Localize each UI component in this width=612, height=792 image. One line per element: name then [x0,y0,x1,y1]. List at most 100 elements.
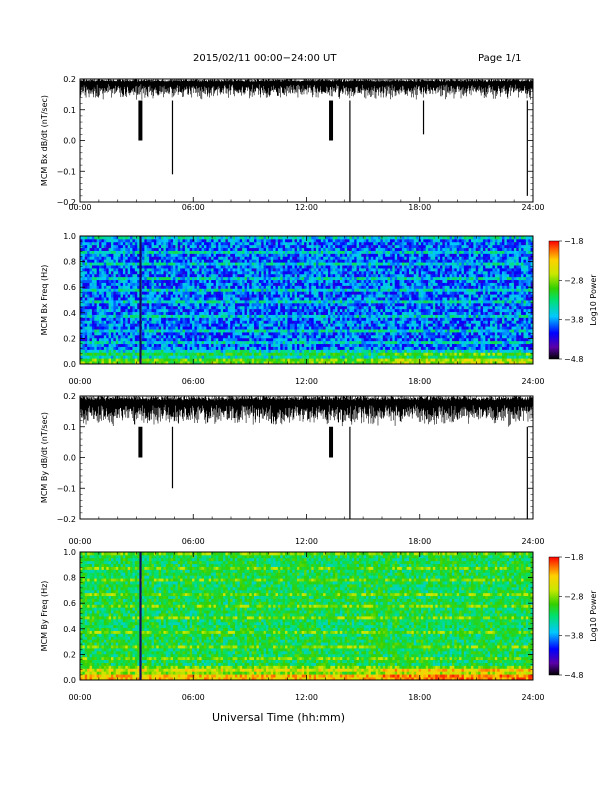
heatmap-cell [435,329,439,333]
heatmap-cell [442,314,446,318]
heatmap-cell [230,349,233,353]
heatmap-cell [523,355,527,359]
heatmap-cell [351,349,355,353]
heatmap-cell [461,320,465,324]
heatmap-cell [275,288,279,292]
heatmap-cell [413,294,417,298]
heatmap-cell [461,361,465,365]
heatmap-cell [301,355,305,359]
heatmap-cell [351,317,355,321]
heatmap-cell [220,361,224,365]
heatmap-cell [490,311,493,315]
heatmap-cell [206,323,210,327]
heatmap-cell [401,358,405,362]
heatmap-cell [418,311,422,315]
heatmap-cell [296,302,300,307]
heatmap-cell [378,343,381,347]
heatmap-cell [156,358,160,362]
heatmap-cell [163,361,167,365]
heatmap-cell [168,302,171,307]
heatmap-cell [125,317,129,321]
heatmap-cell [96,302,100,307]
heatmap-cell [101,305,105,310]
heatmap-cell [273,334,276,339]
heatmap-cell [118,305,121,310]
heatmap-cell [244,314,248,318]
heatmap-cell [187,334,191,339]
heatmap-cell [378,311,381,315]
heatmap-cell [451,332,455,336]
heatmap-cell [332,297,336,301]
heatmap-cell [177,349,181,353]
heatmap-cell [203,340,207,345]
heatmap-cell [187,349,191,353]
heatmap-cell [249,326,253,330]
heatmap-cell [215,317,219,321]
heatmap-cell [370,311,374,315]
heatmap-cell [244,343,248,347]
heatmap-cell [106,288,110,292]
heatmap-cell [380,323,384,327]
heatmap-cell [397,311,400,315]
heatmap-cell [335,358,338,362]
heatmap-cell [177,320,181,324]
heatmap-cell [232,323,236,327]
heatmap-cell [466,302,470,307]
heatmap-cell [316,323,319,327]
heatmap-cell [511,361,515,365]
heatmap-cell [201,294,205,298]
heatmap-cell [99,329,102,333]
heatmap-cell [184,314,188,318]
heatmap-cell [201,361,205,365]
heatmap-cell [170,311,174,315]
heatmap-cell [392,340,396,345]
heatmap-cell [208,320,212,324]
heatmap-cell [263,337,267,342]
heatmap-cell [137,355,140,359]
heatmap-cell [463,337,467,342]
heatmap-cell [223,302,226,307]
heatmap-cell [530,349,534,353]
heatmap-cell [151,334,155,339]
heatmap-cell [177,340,181,345]
heatmap-cell [425,352,429,356]
heatmap-cell [475,291,479,295]
heatmap-cell [163,317,167,321]
heatmap-cell [435,291,439,295]
heatmap-cell [304,320,307,324]
heatmap-cell [299,302,303,307]
heatmap-cell [108,294,112,298]
heatmap-cell [91,332,95,336]
heatmap-cell [389,343,393,347]
heatmap-cell [313,305,317,310]
heatmap-cell [256,349,260,353]
heatmap-cell [351,314,355,318]
heatmap-cell [528,320,532,324]
heatmap-cell [211,346,214,350]
heatmap-cell [492,329,496,333]
heatmap-cell [163,346,167,350]
heatmap-cell [358,361,362,365]
heatmap-cell [237,317,241,321]
heatmap-cell [263,302,267,307]
heatmap-cell [275,346,279,350]
heatmap-cell [335,337,338,342]
heatmap-cell [227,337,231,342]
heatmap-cell [246,361,250,365]
heatmap-cell [418,294,422,298]
heatmap-cell [294,355,298,359]
heatmap-cell [406,332,410,336]
heatmap-cell [268,337,272,342]
heatmap-cell [490,291,493,295]
heatmap-cell [494,314,498,318]
heatmap-cell [170,334,174,339]
heatmap-cell [201,355,205,359]
heatmap-cell [399,320,403,324]
heatmap-cell [385,323,388,327]
heatmap-cell [223,308,226,313]
heatmap-cell [347,288,350,292]
heatmap-cell [435,323,439,327]
heatmap-cell [120,297,124,301]
heatmap-cell [332,355,336,359]
heatmap-cell [521,317,524,321]
